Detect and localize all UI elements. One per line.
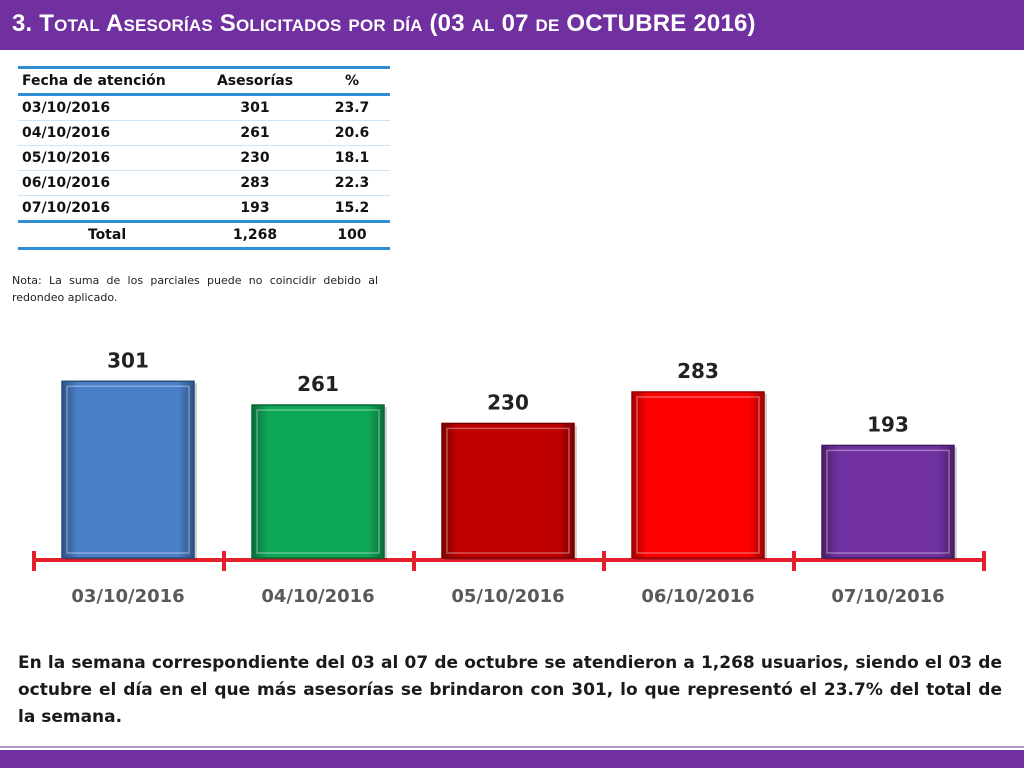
bar <box>251 404 385 559</box>
cell-percent: 18.1 <box>334 150 370 166</box>
bar-bevel <box>256 409 380 554</box>
column-header-percent: % <box>344 73 360 89</box>
cell-count: 283 <box>240 175 270 191</box>
cell-total-count: 1,268 <box>232 227 278 243</box>
data-table: Fecha de atención Asesorías % 03/10/2016… <box>18 66 390 250</box>
summary-paragraph: En la semana correspondiente del 03 al 0… <box>18 653 1002 727</box>
cell-percent: 23.7 <box>334 100 370 116</box>
header-bar: 3. Total Asesorías Solicitados por día (… <box>0 0 1024 50</box>
bar-bevel <box>826 449 950 554</box>
cell-date: 04/10/2016 <box>22 125 111 141</box>
x-tick-label: 04/10/2016 <box>261 586 374 607</box>
cell-date: 05/10/2016 <box>22 150 111 166</box>
cell-date: 03/10/2016 <box>22 100 111 116</box>
table-row: 05/10/2016 230 18.1 <box>18 146 390 171</box>
cell-count: 230 <box>240 150 270 166</box>
table-row: 06/10/2016 283 22.3 <box>18 171 390 196</box>
cell-total-percent: 100 <box>337 227 367 243</box>
data-label: 230 <box>487 390 529 414</box>
table-header-row: Fecha de atención Asesorías % <box>18 67 390 95</box>
data-label: 193 <box>867 412 909 436</box>
table-total-row: Total 1,268 100 <box>18 221 390 249</box>
cell-percent: 20.6 <box>334 125 370 141</box>
bar-bevel <box>636 396 760 554</box>
rounding-note: Nota: La suma de los parciales puede no … <box>12 274 378 304</box>
data-label: 261 <box>297 372 339 396</box>
bar <box>631 391 765 559</box>
footer-bar <box>0 750 1024 768</box>
footer-divider <box>0 746 1024 748</box>
cell-count: 193 <box>240 200 270 216</box>
table-row: 03/10/2016 301 23.7 <box>18 95 390 121</box>
bar-chart: 301 03/10/2016 261 04/10/2016 230 05/10/2016 2… <box>0 340 1024 620</box>
x-tick-label: 03/10/2016 <box>71 586 184 607</box>
cell-percent: 22.3 <box>334 175 370 191</box>
cell-count: 261 <box>240 125 270 141</box>
cell-percent: 15.2 <box>334 200 370 216</box>
column-header-count: Asesorías <box>216 73 294 89</box>
data-label: 301 <box>107 348 149 372</box>
cell-count: 301 <box>240 100 270 116</box>
x-tick-label: 07/10/2016 <box>831 586 944 607</box>
table-row: 07/10/2016 193 15.2 <box>18 196 390 222</box>
page-title: 3. Total Asesorías Solicitados por día (… <box>12 10 756 37</box>
column-header-date: Fecha de atención <box>22 73 166 89</box>
cell-total-label: Total <box>87 227 127 243</box>
x-tick-label: 05/10/2016 <box>451 586 564 607</box>
cell-date: 07/10/2016 <box>22 200 111 216</box>
table-row: 04/10/2016 261 20.6 <box>18 121 390 146</box>
bar <box>61 380 195 559</box>
bar-bevel <box>446 427 570 554</box>
bar <box>441 422 575 559</box>
bar-chart-svg: 301 03/10/2016 261 04/10/2016 230 05/10/2016 2… <box>32 348 986 607</box>
bar-bevel <box>66 385 190 554</box>
bar <box>821 444 955 559</box>
data-label: 283 <box>677 359 719 383</box>
cell-date: 06/10/2016 <box>22 175 111 191</box>
x-tick-label: 06/10/2016 <box>641 586 754 607</box>
